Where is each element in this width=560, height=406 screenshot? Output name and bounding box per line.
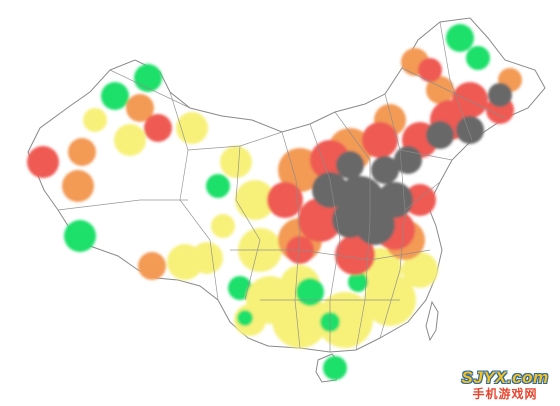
blob-red: [267, 182, 303, 218]
blob-yellow: [272, 292, 328, 348]
province-border: [281, 131, 301, 349]
blob-gray: [332, 202, 368, 238]
blob-green: [64, 220, 96, 252]
blob-green: [101, 82, 129, 110]
blob-yellow: [83, 108, 107, 132]
blob-green: [228, 276, 252, 300]
blob-orange: [126, 94, 154, 122]
blob-red: [144, 114, 172, 142]
blob-green: [237, 310, 253, 326]
taiwan-outline: [425, 300, 439, 342]
blob-orange: [62, 170, 94, 202]
blob-gray: [394, 146, 422, 174]
blob-red: [362, 122, 398, 158]
province-border: [439, 21, 473, 141]
blob-red: [418, 58, 442, 82]
blob-gray: [426, 121, 454, 149]
blob-gray: [456, 116, 484, 144]
province-border: [309, 123, 341, 352]
site-watermark-logo: SJYX.com 手机游戏网: [456, 366, 554, 402]
blob-gray: [371, 156, 399, 184]
blob-yellow: [220, 146, 252, 178]
blob-yellow: [402, 252, 438, 288]
blob-gray: [377, 182, 413, 218]
province-border: [401, 67, 506, 119]
blob-green: [206, 174, 230, 198]
blob-green: [323, 356, 347, 380]
province-border: [404, 181, 441, 211]
blob-yellow: [211, 214, 235, 238]
province-border: [334, 111, 371, 351]
blob-yellow: [191, 242, 223, 274]
watermark-site-text: SJYX.com: [461, 367, 549, 387]
blob-red: [298, 198, 342, 242]
blob-gray: [336, 151, 364, 179]
blob-orange: [68, 138, 96, 166]
blob-green: [466, 46, 490, 70]
province-border: [109, 69, 191, 109]
province-border: [230, 249, 431, 261]
blob-green: [296, 278, 324, 306]
blob-yellow: [235, 180, 275, 220]
blob-red: [27, 146, 59, 178]
blob-green: [446, 24, 474, 52]
province-border: [57, 199, 188, 211]
blob-yellow: [114, 124, 146, 156]
blob-yellow: [176, 112, 208, 144]
watermark-name-text: 手机游戏网: [472, 386, 538, 401]
province-border: [235, 145, 261, 301]
blob-orange: [138, 252, 166, 280]
province-border: [399, 149, 453, 161]
blob-green: [348, 272, 368, 292]
blob-gray: [488, 83, 512, 107]
blob-red: [335, 235, 375, 275]
